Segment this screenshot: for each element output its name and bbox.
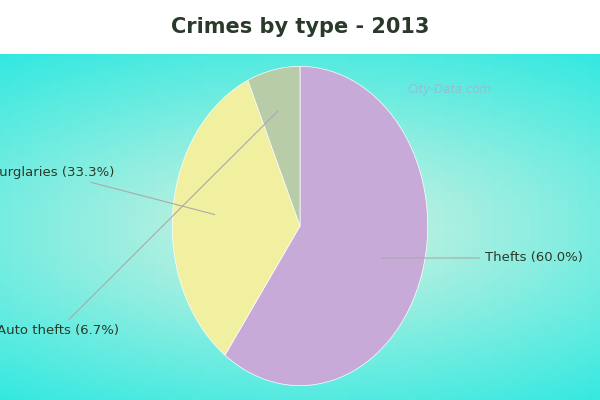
Text: Thefts (60.0%): Thefts (60.0%) [382,252,583,264]
Wedge shape [172,80,300,355]
Text: Burglaries (33.3%): Burglaries (33.3%) [0,166,215,214]
Wedge shape [248,66,300,226]
Text: Auto thefts (6.7%): Auto thefts (6.7%) [0,111,278,337]
Text: Crimes by type - 2013: Crimes by type - 2013 [171,17,429,37]
Wedge shape [225,66,428,386]
Text: City-Data.com: City-Data.com [408,83,492,96]
